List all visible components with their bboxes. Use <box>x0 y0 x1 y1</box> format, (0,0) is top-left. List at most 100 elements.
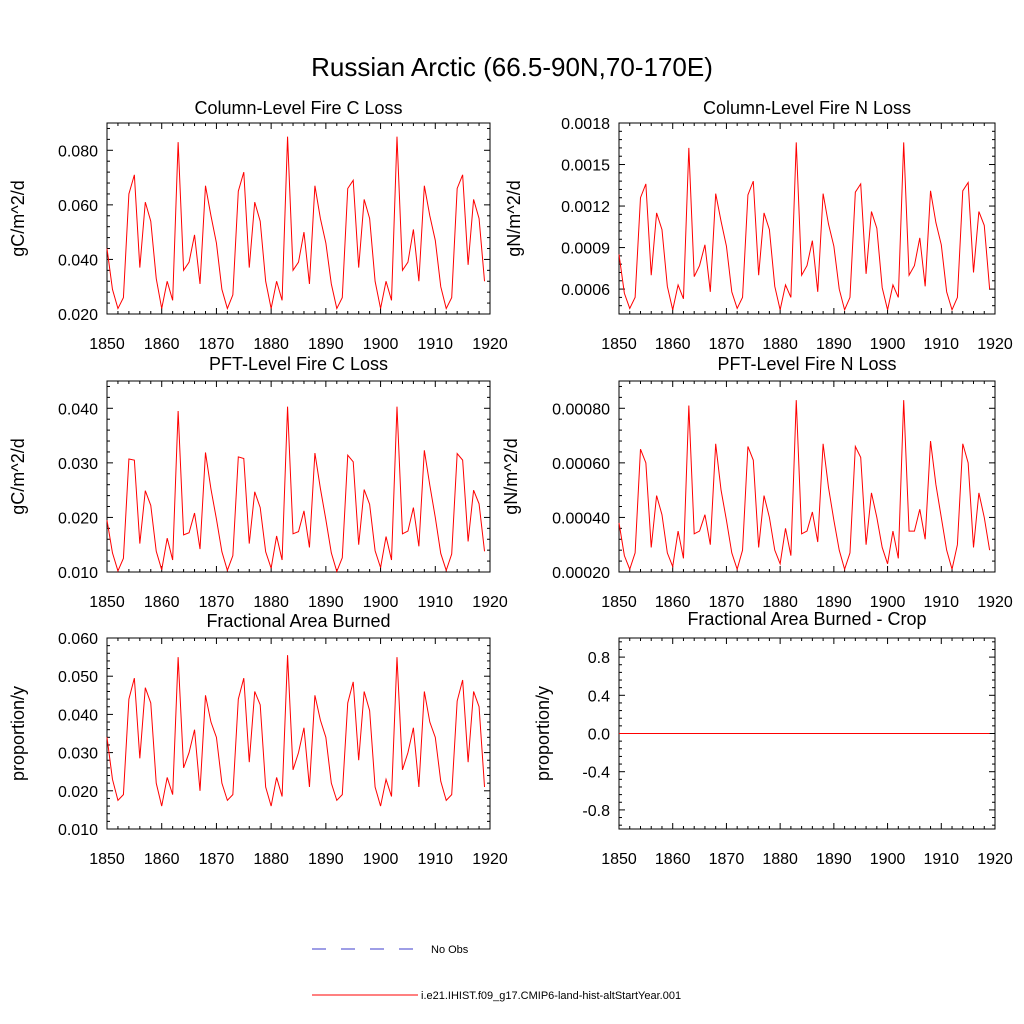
series-line <box>618 400 991 571</box>
y-tick-label: 0.030 <box>58 456 98 473</box>
x-tick-label: 1910 <box>417 336 453 353</box>
chart-panel-1: 1850 1860 1870 1880 1890 1900 1910 1920 0.020 0.0… <box>8 98 508 353</box>
y-tick-label: 0.0015 <box>561 158 610 175</box>
plot-frame <box>618 380 996 573</box>
series-line <box>106 655 486 807</box>
y-tick-label: 0.8 <box>588 650 610 667</box>
x-tick-label: 1900 <box>870 336 906 353</box>
y-tick-label: 0.00060 <box>552 456 610 473</box>
series-line <box>106 136 486 311</box>
x-tick-label: 1850 <box>601 336 637 353</box>
panel-title: Fractional Area Burned - Crop <box>687 609 926 629</box>
y-tick-label: 0.040 <box>58 401 98 418</box>
x-tick-label: 1890 <box>816 336 852 353</box>
x-tick-label: 1870 <box>199 336 235 353</box>
y-tick-label: 0.0006 <box>561 282 610 299</box>
legend-model-label: i.e21.IHIST.f09_g17.CMIP6-land-hist-altS… <box>421 990 681 1002</box>
x-tick-label: 1920 <box>977 594 1013 611</box>
x-tick-label: 1850 <box>601 851 637 868</box>
y-tick-label: 0.030 <box>58 746 98 763</box>
chart-panel-6: 1850 1860 1870 1880 1890 1900 1910 1920 -0.8 -0.4… <box>533 609 1013 868</box>
page-title: Russian Arctic (66.5-90N,70-170E) <box>311 52 713 82</box>
panel-title: PFT-Level Fire N Loss <box>717 354 896 374</box>
y-tick-label: 0.0009 <box>561 241 610 258</box>
x-tick-label: 1870 <box>199 851 235 868</box>
x-tick-label: 1860 <box>144 851 180 868</box>
x-tick-label: 1920 <box>472 336 508 353</box>
y-tick-label: 0.0018 <box>561 116 610 133</box>
series-line <box>106 406 486 573</box>
x-tick-label: 1870 <box>709 851 745 868</box>
panel-title: Column-Level Fire N Loss <box>703 98 911 118</box>
y-axis-label: gC/m^2/d <box>8 180 28 256</box>
chart-panel-5: 1850 1860 1870 1880 1890 1900 1910 1920 0.010 0.0… <box>8 611 508 868</box>
y-tick-label: 0.0012 <box>561 199 610 216</box>
x-tick-label: 1890 <box>816 851 852 868</box>
panel-title: PFT-Level Fire C Loss <box>209 354 388 374</box>
x-tick-label: 1860 <box>655 336 691 353</box>
x-tick-label: 1910 <box>923 336 959 353</box>
x-tick-label: 1880 <box>762 851 798 868</box>
x-tick-label: 1900 <box>363 594 399 611</box>
x-tick-label: 1850 <box>89 336 125 353</box>
series-line <box>618 142 991 312</box>
y-tick-label: 0.00020 <box>552 565 610 582</box>
y-tick-label: 0.020 <box>58 510 98 527</box>
legend: No Obs i.e21.IHIST.f09_g17.CMIP6-land-hi… <box>312 944 681 1002</box>
y-axis-label: gC/m^2/d <box>8 438 28 514</box>
x-tick-label: 1890 <box>308 851 344 868</box>
x-tick-label: 1870 <box>709 594 745 611</box>
legend-obs-label: No Obs <box>431 944 469 956</box>
x-tick-label: 1870 <box>199 594 235 611</box>
y-tick-label: 0.050 <box>58 669 98 686</box>
x-tick-label: 1910 <box>923 594 959 611</box>
x-tick-label: 1910 <box>417 594 453 611</box>
x-tick-label: 1900 <box>363 851 399 868</box>
y-axis-label: gN/m^2/d <box>504 180 524 256</box>
y-axis-label: gN/m^2/d <box>501 438 521 514</box>
plot-frame <box>106 122 491 315</box>
y-tick-label: 0.080 <box>58 143 98 160</box>
x-tick-label: 1860 <box>655 851 691 868</box>
x-tick-label: 1870 <box>709 336 745 353</box>
y-tick-label: 0.060 <box>58 198 98 215</box>
x-tick-label: 1880 <box>253 594 289 611</box>
y-tick-label: 0.020 <box>58 784 98 801</box>
y-tick-label: 0.00080 <box>552 401 610 418</box>
x-tick-label: 1850 <box>89 594 125 611</box>
x-tick-label: 1850 <box>601 594 637 611</box>
panel-title: Column-Level Fire C Loss <box>194 98 402 118</box>
x-tick-label: 1890 <box>816 594 852 611</box>
x-tick-label: 1900 <box>363 336 399 353</box>
y-tick-label: 0.00040 <box>552 510 610 527</box>
x-tick-label: 1900 <box>870 851 906 868</box>
y-tick-label: 0.0 <box>588 727 610 744</box>
x-tick-label: 1880 <box>253 336 289 353</box>
x-tick-label: 1860 <box>144 336 180 353</box>
x-tick-label: 1880 <box>762 594 798 611</box>
plot-frame <box>618 122 996 315</box>
x-tick-label: 1860 <box>655 594 691 611</box>
chart-panel-4: 1850 1860 1870 1880 1890 1900 1910 1920 0.00020 0… <box>501 354 1013 611</box>
y-axis-label: proportion/y <box>533 686 553 781</box>
plot-frame <box>106 637 491 830</box>
x-tick-label: 1890 <box>308 594 344 611</box>
x-tick-label: 1920 <box>977 851 1013 868</box>
chart-panel-2: 1850 1860 1870 1880 1890 1900 1910 1920 0.0006 0.… <box>504 98 1013 353</box>
y-tick-label: -0.4 <box>582 765 610 782</box>
x-tick-label: 1900 <box>870 594 906 611</box>
x-tick-label: 1860 <box>144 594 180 611</box>
chart-panel-3: 1850 1860 1870 1880 1890 1900 1910 1920 0.010 0.0… <box>8 354 508 611</box>
y-tick-label: 0.040 <box>58 707 98 724</box>
y-tick-label: 0.010 <box>58 822 98 839</box>
y-tick-label: 0.060 <box>58 631 98 648</box>
y-tick-label: 0.010 <box>58 565 98 582</box>
plot-frame <box>106 380 491 573</box>
panel-title: Fractional Area Burned <box>206 611 390 631</box>
chart-panels: 1850 1860 1870 1880 1890 1900 1910 1920 0.020 0.0… <box>8 98 1013 868</box>
y-tick-label: -0.8 <box>582 803 610 820</box>
y-tick-label: 0.040 <box>58 252 98 269</box>
x-tick-label: 1850 <box>89 851 125 868</box>
x-tick-label: 1910 <box>417 851 453 868</box>
